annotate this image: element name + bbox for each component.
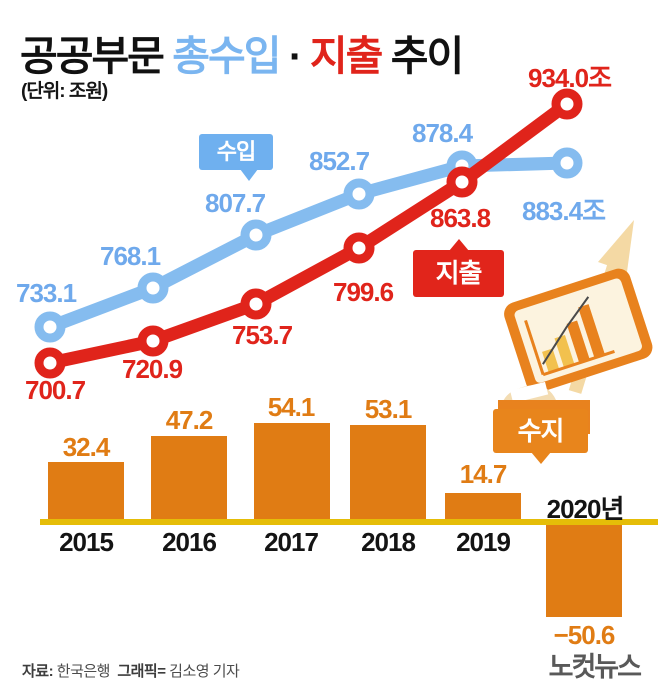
source-label: 자료: bbox=[22, 663, 54, 680]
balance-callout-label: 수지 bbox=[517, 416, 565, 446]
title-income-word: 총수입 bbox=[172, 33, 281, 79]
balance-value-2019: 14.7 bbox=[459, 459, 508, 489]
expense-value-2019: 863.8 bbox=[430, 203, 491, 233]
expense-point-2018 bbox=[343, 232, 375, 264]
year-label-2017: 2017 bbox=[264, 527, 319, 557]
balance-series-callout: 수지 bbox=[493, 409, 588, 464]
balance-value-2017: 54.1 bbox=[267, 392, 316, 422]
expense-point-2016 bbox=[137, 325, 169, 357]
title-part1: 공공부문 bbox=[20, 33, 173, 79]
income-callout-label: 수입 bbox=[216, 139, 256, 164]
tablet-icon bbox=[504, 268, 653, 393]
expense-value-2017: 753.7 bbox=[232, 320, 293, 350]
balance-value-2016: 47.2 bbox=[165, 405, 214, 435]
expense-value-2016: 720.9 bbox=[122, 354, 183, 384]
expense-point-2019 bbox=[446, 166, 478, 198]
expense-callout-pointer-icon bbox=[448, 239, 469, 251]
income-point-2015 bbox=[34, 311, 66, 343]
page-title: 공공부문 총수입 · 지출 추이 bbox=[20, 22, 464, 82]
income-point-2016 bbox=[137, 272, 169, 304]
expense-line-series bbox=[34, 88, 583, 379]
credit-label: 그래픽= bbox=[117, 663, 166, 680]
income-value-2020: 883.4조 bbox=[522, 196, 606, 226]
title-separator: · bbox=[279, 33, 310, 79]
year-label-2019: 2019 bbox=[456, 527, 511, 557]
balance-value-2015: 32.4 bbox=[62, 432, 111, 462]
income-value-2017: 807.7 bbox=[205, 188, 266, 218]
income-value-2015: 733.1 bbox=[16, 278, 77, 308]
income-value-2019: 878.4 bbox=[412, 118, 473, 148]
rising-arrow-head-icon bbox=[598, 220, 634, 272]
unit-note: (단위: 조원) bbox=[21, 81, 108, 102]
balance-value-2018: 53.1 bbox=[364, 394, 413, 424]
balance-bar-2017 bbox=[254, 423, 330, 519]
expense-value-2020: 934.0조 bbox=[528, 63, 612, 93]
balance-callout-pointer-icon bbox=[530, 452, 551, 464]
income-point-2018 bbox=[343, 178, 375, 210]
income-callout-pointer-icon bbox=[240, 169, 259, 181]
balance-bar-2016 bbox=[151, 436, 227, 519]
balance-bar-2018 bbox=[350, 425, 426, 519]
expense-series-callout: 지출 bbox=[413, 239, 504, 297]
credit-value: 김소영 기자 bbox=[169, 663, 240, 680]
balance-bar-2020-negative bbox=[546, 525, 622, 617]
expense-point-2017 bbox=[240, 288, 272, 320]
balance-bar-2019 bbox=[445, 493, 521, 519]
source-value: 한국은행 bbox=[56, 663, 111, 680]
shirt-cuff-icon bbox=[510, 381, 549, 404]
income-series-callout: 수입 bbox=[199, 134, 273, 181]
expense-point-2020 bbox=[551, 88, 583, 120]
year-label-2018: 2018 bbox=[361, 527, 416, 557]
expense-value-2018: 799.6 bbox=[333, 277, 394, 307]
growth-hand-tablet-illustration bbox=[498, 220, 653, 434]
year-label-2015: 2015 bbox=[59, 527, 114, 557]
income-value-2016: 768.1 bbox=[100, 241, 161, 271]
income-value-2018: 852.7 bbox=[309, 146, 370, 176]
title-expense-word: 지출 bbox=[309, 33, 383, 79]
income-point-2017 bbox=[240, 219, 272, 251]
zero-baseline bbox=[40, 519, 658, 525]
expense-point-2015 bbox=[34, 347, 66, 379]
balance-value-2020: −50.6 bbox=[553, 620, 616, 650]
source-credit-line: 자료: 한국은행 그래픽= 김소영 기자 bbox=[22, 660, 240, 681]
title-part2: 추이 bbox=[381, 33, 464, 79]
nocut-news-logo: 노컷뉴스 bbox=[548, 652, 642, 682]
year-label-2020: 2020년 bbox=[546, 494, 625, 524]
year-label-2016: 2016 bbox=[162, 527, 217, 557]
income-point-2020 bbox=[551, 147, 583, 179]
expense-callout-label: 지출 bbox=[435, 258, 483, 288]
expense-value-2015: 700.7 bbox=[25, 375, 86, 405]
balance-bar-2015 bbox=[48, 462, 124, 519]
